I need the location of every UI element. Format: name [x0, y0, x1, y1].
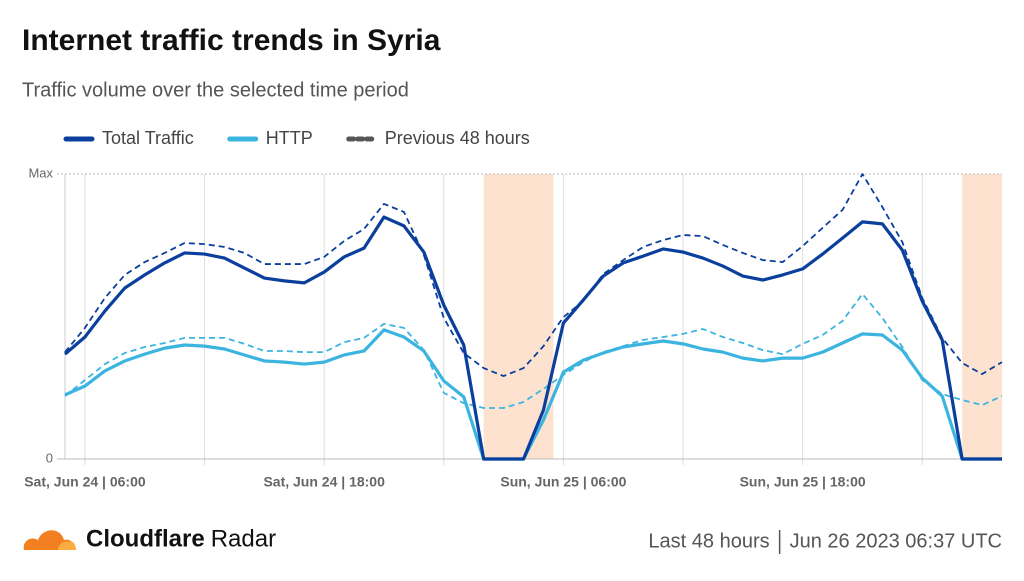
previous-line — [64, 293, 1003, 409]
previous-line — [64, 173, 1003, 377]
y-tick-label: Max — [28, 165, 53, 180]
period: Last 48 hours — [648, 530, 769, 552]
x-tick-label: Sun, Jun 25 | 06:00 — [500, 474, 626, 490]
chart-subtitle: Traffic volume over the selected time pe… — [22, 79, 409, 101]
y-tick-label: 0 — [46, 450, 53, 465]
outage-band — [962, 174, 1002, 459]
x-tick-label: Sat, Jun 24 | 18:00 — [263, 474, 385, 490]
outage-band — [483, 174, 554, 459]
x-tick-label: Sat, Jun 24 | 06:00 — [24, 474, 146, 490]
product: Radar — [211, 525, 276, 552]
series-line — [63, 215, 1002, 461]
logo — [23, 530, 76, 550]
chart-title: Internet traffic trends in Syria — [22, 24, 441, 57]
series-line — [64, 328, 1002, 461]
brand: Cloudflare — [86, 525, 205, 552]
legend-label: Previous 48 hours — [385, 128, 530, 148]
legend-label: Total Traffic — [102, 128, 194, 148]
x-axis-labels: Sat, Jun 24 | 06:00 Sat, Jun 24 | 18:00 Su… — [24, 474, 866, 490]
timestamp: Jun 26 2023 06:37 UTC — [790, 530, 1002, 552]
x-tick-label: Sun, Jun 25 | 18:00 — [740, 474, 866, 490]
legend-label: HTTP — [266, 128, 313, 148]
